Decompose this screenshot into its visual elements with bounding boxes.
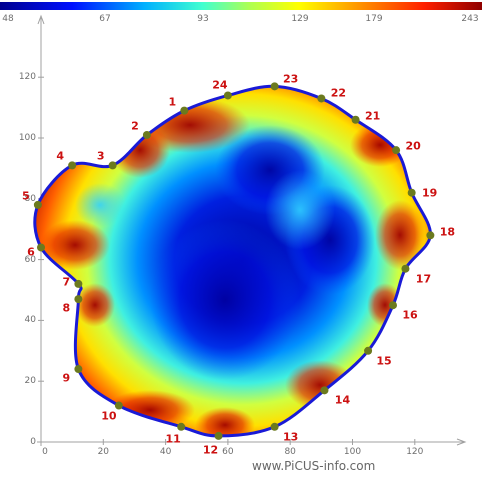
sensor-label-10: 10 bbox=[101, 409, 117, 423]
sensor-label-22: 22 bbox=[330, 86, 346, 100]
sensor-label-19: 19 bbox=[422, 186, 438, 200]
sensor-label-9: 9 bbox=[62, 371, 71, 385]
sensor-point-6 bbox=[37, 243, 45, 252]
x-tick-label-120: 120 bbox=[406, 447, 424, 457]
sensor-label-8: 8 bbox=[62, 301, 71, 315]
y-tick-label-120: 120 bbox=[18, 72, 36, 83]
x-tick-label-40: 40 bbox=[159, 447, 172, 457]
y-tick-label-0: 0 bbox=[30, 437, 36, 447]
sensor-point-4 bbox=[68, 161, 77, 170]
heat-field bbox=[34, 86, 431, 436]
y-tick-label-40: 40 bbox=[24, 315, 36, 326]
sensor-point-9 bbox=[74, 365, 83, 374]
sensor-label-13: 13 bbox=[282, 430, 299, 444]
colorbar-label-93: 93 bbox=[197, 14, 209, 24]
sensor-point-13 bbox=[270, 422, 279, 431]
sensor-point-3 bbox=[108, 161, 117, 170]
x-tick-label-100: 100 bbox=[343, 447, 362, 457]
y-tick-label-80: 80 bbox=[24, 193, 36, 204]
sensor-label-24: 24 bbox=[212, 78, 228, 92]
sensor-label-20: 20 bbox=[405, 139, 421, 153]
sensor-point-16 bbox=[388, 301, 397, 310]
sensor-points bbox=[33, 82, 435, 440]
sensor-point-18 bbox=[426, 231, 435, 240]
colorbar-label-129: 129 bbox=[291, 14, 309, 24]
watermark: www.PiCUS-info.com bbox=[252, 459, 376, 473]
sensor-point-8 bbox=[74, 295, 83, 304]
colorbar-label-48: 48 bbox=[2, 14, 14, 24]
sensor-point-24 bbox=[223, 91, 232, 100]
sensor-label-12: 12 bbox=[202, 443, 219, 457]
x-tick-label-80: 80 bbox=[284, 447, 296, 457]
sensor-label-18: 18 bbox=[439, 225, 456, 239]
sensor-point-2 bbox=[142, 130, 151, 139]
sensor-point-10 bbox=[114, 401, 123, 410]
sensor-point-21 bbox=[351, 115, 360, 124]
sensor-point-17 bbox=[401, 264, 410, 273]
y-axis-arrow bbox=[37, 14, 45, 25]
sensor-point-14 bbox=[320, 386, 329, 395]
y-tick-label-20: 20 bbox=[24, 376, 36, 387]
sensor-point-7 bbox=[74, 279, 83, 288]
sensor-label-21: 21 bbox=[364, 109, 381, 123]
sensor-point-1 bbox=[180, 106, 189, 115]
sensor-label-1: 1 bbox=[168, 95, 177, 109]
x-tick-label-0: 0 bbox=[42, 447, 48, 457]
sensor-label-17: 17 bbox=[415, 272, 432, 286]
sensor-label-2: 2 bbox=[131, 119, 139, 133]
sensor-point-5 bbox=[33, 200, 42, 209]
colorbar bbox=[0, 2, 482, 10]
x-axis-arrow bbox=[456, 438, 467, 446]
y-tick-label-100: 100 bbox=[18, 133, 36, 143]
sensor-point-20 bbox=[392, 146, 401, 155]
sensor-label-5: 5 bbox=[22, 189, 30, 203]
sensor-point-22 bbox=[317, 94, 326, 103]
sensor-label-7: 7 bbox=[62, 275, 71, 289]
colorbar-label-67: 67 bbox=[99, 14, 111, 24]
sensor-label-15: 15 bbox=[376, 354, 392, 368]
sensor-label-23: 23 bbox=[282, 72, 299, 86]
colorbar-label-179: 179 bbox=[365, 14, 383, 24]
sensor-label-11: 11 bbox=[165, 432, 181, 446]
y-tick-label-60: 60 bbox=[24, 254, 36, 265]
sensor-point-15 bbox=[364, 346, 373, 355]
sensor-label-4: 4 bbox=[56, 149, 64, 163]
sensor-label-14: 14 bbox=[334, 393, 351, 407]
sensor-label-3: 3 bbox=[96, 149, 105, 163]
sensor-point-19 bbox=[407, 188, 416, 197]
x-tick-label-20: 20 bbox=[97, 447, 110, 457]
sensor-label-16: 16 bbox=[402, 308, 418, 322]
colorbar-label-243: 243 bbox=[461, 14, 479, 24]
x-tick-label-60: 60 bbox=[222, 447, 234, 457]
sensor-point-11 bbox=[177, 422, 186, 431]
sensor-point-12 bbox=[214, 431, 223, 440]
sensor-label-6: 6 bbox=[27, 245, 35, 259]
sensor-point-23 bbox=[270, 82, 279, 91]
